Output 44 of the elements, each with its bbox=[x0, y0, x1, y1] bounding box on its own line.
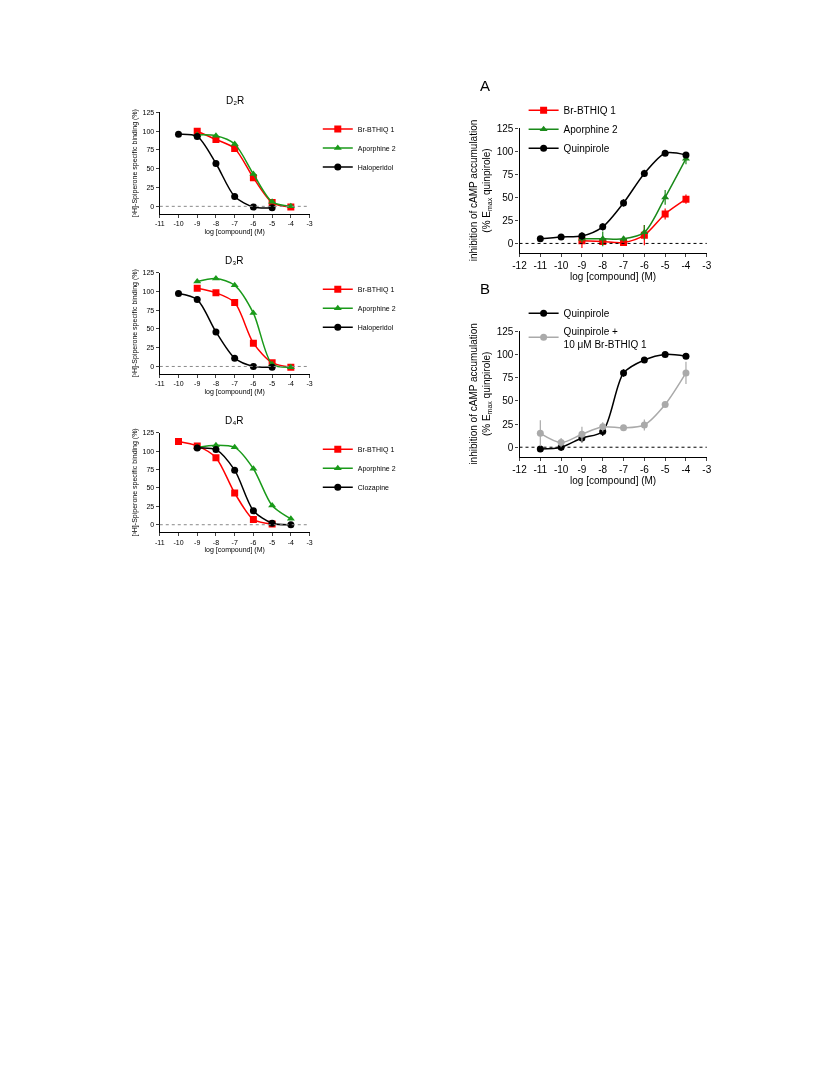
x-axis-title: log [compound] (M) bbox=[570, 270, 657, 282]
x-tick-label: -4 bbox=[681, 463, 691, 475]
x-tick-label: -5 bbox=[660, 259, 671, 271]
chart-title: A bbox=[480, 77, 491, 94]
x-tick-label: -12 bbox=[512, 463, 528, 475]
x-tick-label: -11 bbox=[533, 259, 548, 271]
chart-title: D₂R bbox=[226, 95, 245, 106]
y-tick-label: 25 bbox=[502, 418, 514, 430]
x-tick-label: -3 bbox=[702, 463, 712, 475]
chart-title: B bbox=[480, 280, 491, 297]
legend-label: Quinpirole bbox=[563, 143, 610, 155]
x-tick-label: -9 bbox=[577, 463, 587, 475]
x-tick-label: -12 bbox=[512, 259, 528, 271]
x-tick-label: -6 bbox=[639, 463, 650, 475]
y-tick-label: 125 bbox=[496, 122, 514, 134]
x-tick-label: -4 bbox=[681, 259, 691, 271]
y-tick-label: 100 bbox=[496, 348, 514, 360]
x-tick-label: -7 bbox=[619, 463, 629, 475]
legend-label: Aporphine 2 bbox=[563, 124, 618, 136]
x-tick-label: -9 bbox=[577, 259, 587, 271]
legend-label: Quinpirole + 10 μM Br-BTHIQ 1 bbox=[563, 325, 648, 350]
x-tick-label: -8 bbox=[598, 463, 608, 475]
x-tick-label: -6 bbox=[639, 259, 650, 271]
legend-label: Br-BTHIQ 1 bbox=[563, 105, 617, 117]
y-tick-label: 50 bbox=[502, 395, 514, 407]
x-tick-label: -8 bbox=[598, 259, 608, 271]
chart-title: D₄R bbox=[225, 415, 244, 426]
y-tick-label: 25 bbox=[502, 214, 514, 226]
y-tick-label: 0 bbox=[507, 237, 514, 249]
y-tick-label: 0 bbox=[507, 441, 514, 453]
chart-title: D₃R bbox=[225, 255, 244, 266]
x-tick-label: -7 bbox=[619, 259, 629, 271]
y-tick-label: 50 bbox=[502, 191, 514, 203]
y-tick-label: 75 bbox=[502, 168, 514, 180]
x-tick-label: -5 bbox=[660, 463, 671, 475]
y-tick-label: 75 bbox=[502, 372, 514, 384]
x-axis-title: log [compound] (M) bbox=[570, 474, 657, 486]
x-tick-label: -11 bbox=[533, 463, 548, 475]
y-tick-label: 100 bbox=[496, 145, 514, 157]
x-tick-label: -10 bbox=[553, 259, 569, 271]
x-tick-label: -10 bbox=[553, 463, 569, 475]
y-tick-label: 125 bbox=[496, 325, 514, 337]
legend-label: Quinpirole bbox=[563, 308, 610, 320]
x-tick-label: -3 bbox=[702, 259, 712, 271]
